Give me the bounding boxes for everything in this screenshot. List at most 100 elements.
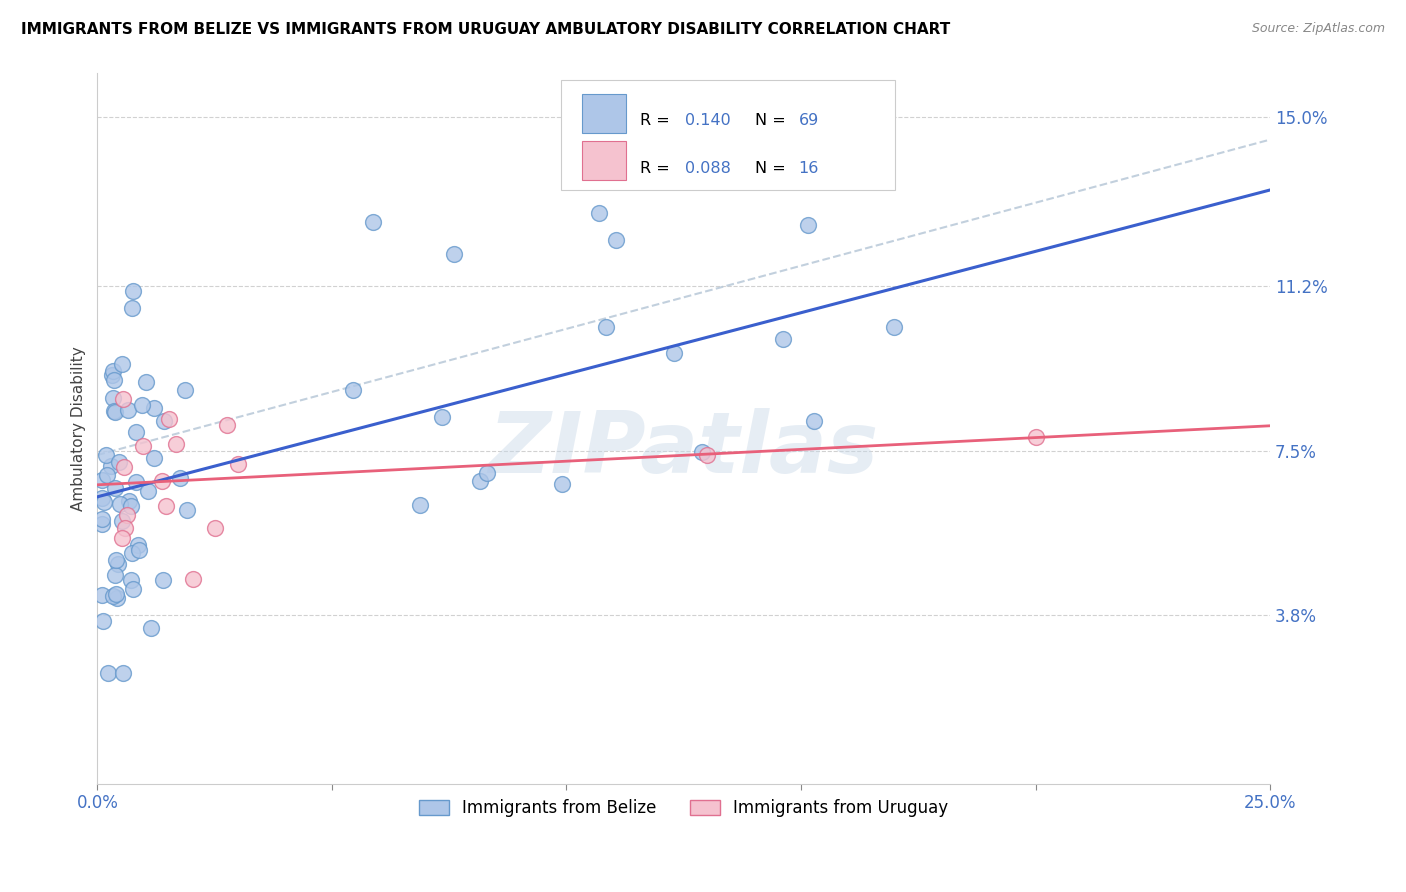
Text: ZIPatlas: ZIPatlas — [489, 409, 879, 491]
Text: R =: R = — [640, 113, 675, 128]
Point — [104, 567, 127, 582]
Point — [107, 558, 129, 572]
Point — [105, 552, 128, 566]
Point — [797, 218, 820, 232]
Point — [93, 495, 115, 509]
Point — [108, 455, 131, 469]
Point — [112, 460, 135, 475]
Point — [91, 491, 114, 505]
Point — [136, 484, 159, 499]
Point — [101, 364, 124, 378]
Point — [120, 573, 142, 587]
Point — [121, 546, 143, 560]
Point — [342, 383, 364, 397]
Point — [153, 414, 176, 428]
Point — [117, 403, 139, 417]
Point — [131, 398, 153, 412]
FancyBboxPatch shape — [582, 95, 626, 134]
Point — [409, 498, 432, 512]
Point — [111, 392, 134, 406]
Text: 16: 16 — [799, 161, 820, 177]
Point — [605, 233, 627, 247]
Point — [94, 448, 117, 462]
Point — [664, 345, 686, 359]
Text: 0.088: 0.088 — [685, 161, 731, 177]
Point — [477, 467, 499, 481]
Point — [141, 622, 163, 636]
Point — [91, 588, 114, 602]
Point — [108, 497, 131, 511]
Point — [135, 375, 157, 389]
Point — [112, 665, 135, 680]
Point — [91, 517, 114, 532]
Point — [105, 591, 128, 606]
Point — [588, 206, 610, 220]
Text: 0.140: 0.140 — [685, 113, 731, 128]
FancyBboxPatch shape — [561, 80, 894, 190]
Point — [103, 404, 125, 418]
Point — [157, 411, 180, 425]
Point — [550, 476, 572, 491]
Point — [443, 246, 465, 260]
Point — [97, 665, 120, 680]
FancyBboxPatch shape — [582, 141, 626, 180]
Point — [173, 383, 195, 397]
Point — [204, 521, 226, 535]
Point — [430, 410, 453, 425]
Text: 69: 69 — [799, 113, 818, 128]
Point — [468, 474, 491, 488]
Text: R =: R = — [640, 161, 675, 177]
Point — [883, 320, 905, 334]
Point — [215, 417, 238, 432]
Point — [103, 373, 125, 387]
Point — [104, 405, 127, 419]
Text: N =: N = — [755, 161, 792, 177]
Y-axis label: Ambulatory Disability: Ambulatory Disability — [72, 346, 86, 511]
Point — [132, 439, 155, 453]
Point — [121, 284, 143, 298]
Point — [125, 475, 148, 489]
Point — [181, 572, 204, 586]
Point — [772, 333, 794, 347]
Legend: Immigrants from Belize, Immigrants from Uruguay: Immigrants from Belize, Immigrants from … — [411, 790, 957, 825]
Point — [1025, 430, 1047, 444]
Point — [118, 494, 141, 508]
Point — [165, 437, 187, 451]
Point — [120, 500, 142, 514]
Point — [91, 614, 114, 628]
Point — [104, 481, 127, 495]
Point — [103, 391, 125, 405]
Point — [690, 444, 713, 458]
Point — [110, 357, 132, 371]
Point — [143, 450, 166, 465]
Point — [115, 508, 138, 523]
Point — [169, 471, 191, 485]
Point — [127, 538, 149, 552]
Point — [125, 425, 148, 439]
Text: Source: ZipAtlas.com: Source: ZipAtlas.com — [1251, 22, 1385, 36]
Point — [100, 458, 122, 473]
Point — [152, 573, 174, 587]
Point — [803, 414, 825, 428]
Text: N =: N = — [755, 113, 792, 128]
Point — [101, 589, 124, 603]
Point — [111, 514, 134, 528]
Point — [155, 499, 177, 513]
Point — [100, 368, 122, 382]
Point — [363, 214, 385, 228]
Point — [96, 468, 118, 483]
Point — [176, 503, 198, 517]
Point — [696, 448, 718, 462]
Point — [91, 511, 114, 525]
Point — [121, 301, 143, 315]
Point — [111, 531, 134, 545]
Point — [150, 475, 173, 489]
Point — [122, 582, 145, 597]
Point — [128, 543, 150, 558]
Point — [595, 320, 617, 334]
Text: IMMIGRANTS FROM BELIZE VS IMMIGRANTS FROM URUGUAY AMBULATORY DISABILITY CORRELAT: IMMIGRANTS FROM BELIZE VS IMMIGRANTS FRO… — [21, 22, 950, 37]
Point — [91, 473, 114, 487]
Point — [114, 521, 136, 535]
Point — [143, 401, 166, 416]
Point — [226, 457, 249, 471]
